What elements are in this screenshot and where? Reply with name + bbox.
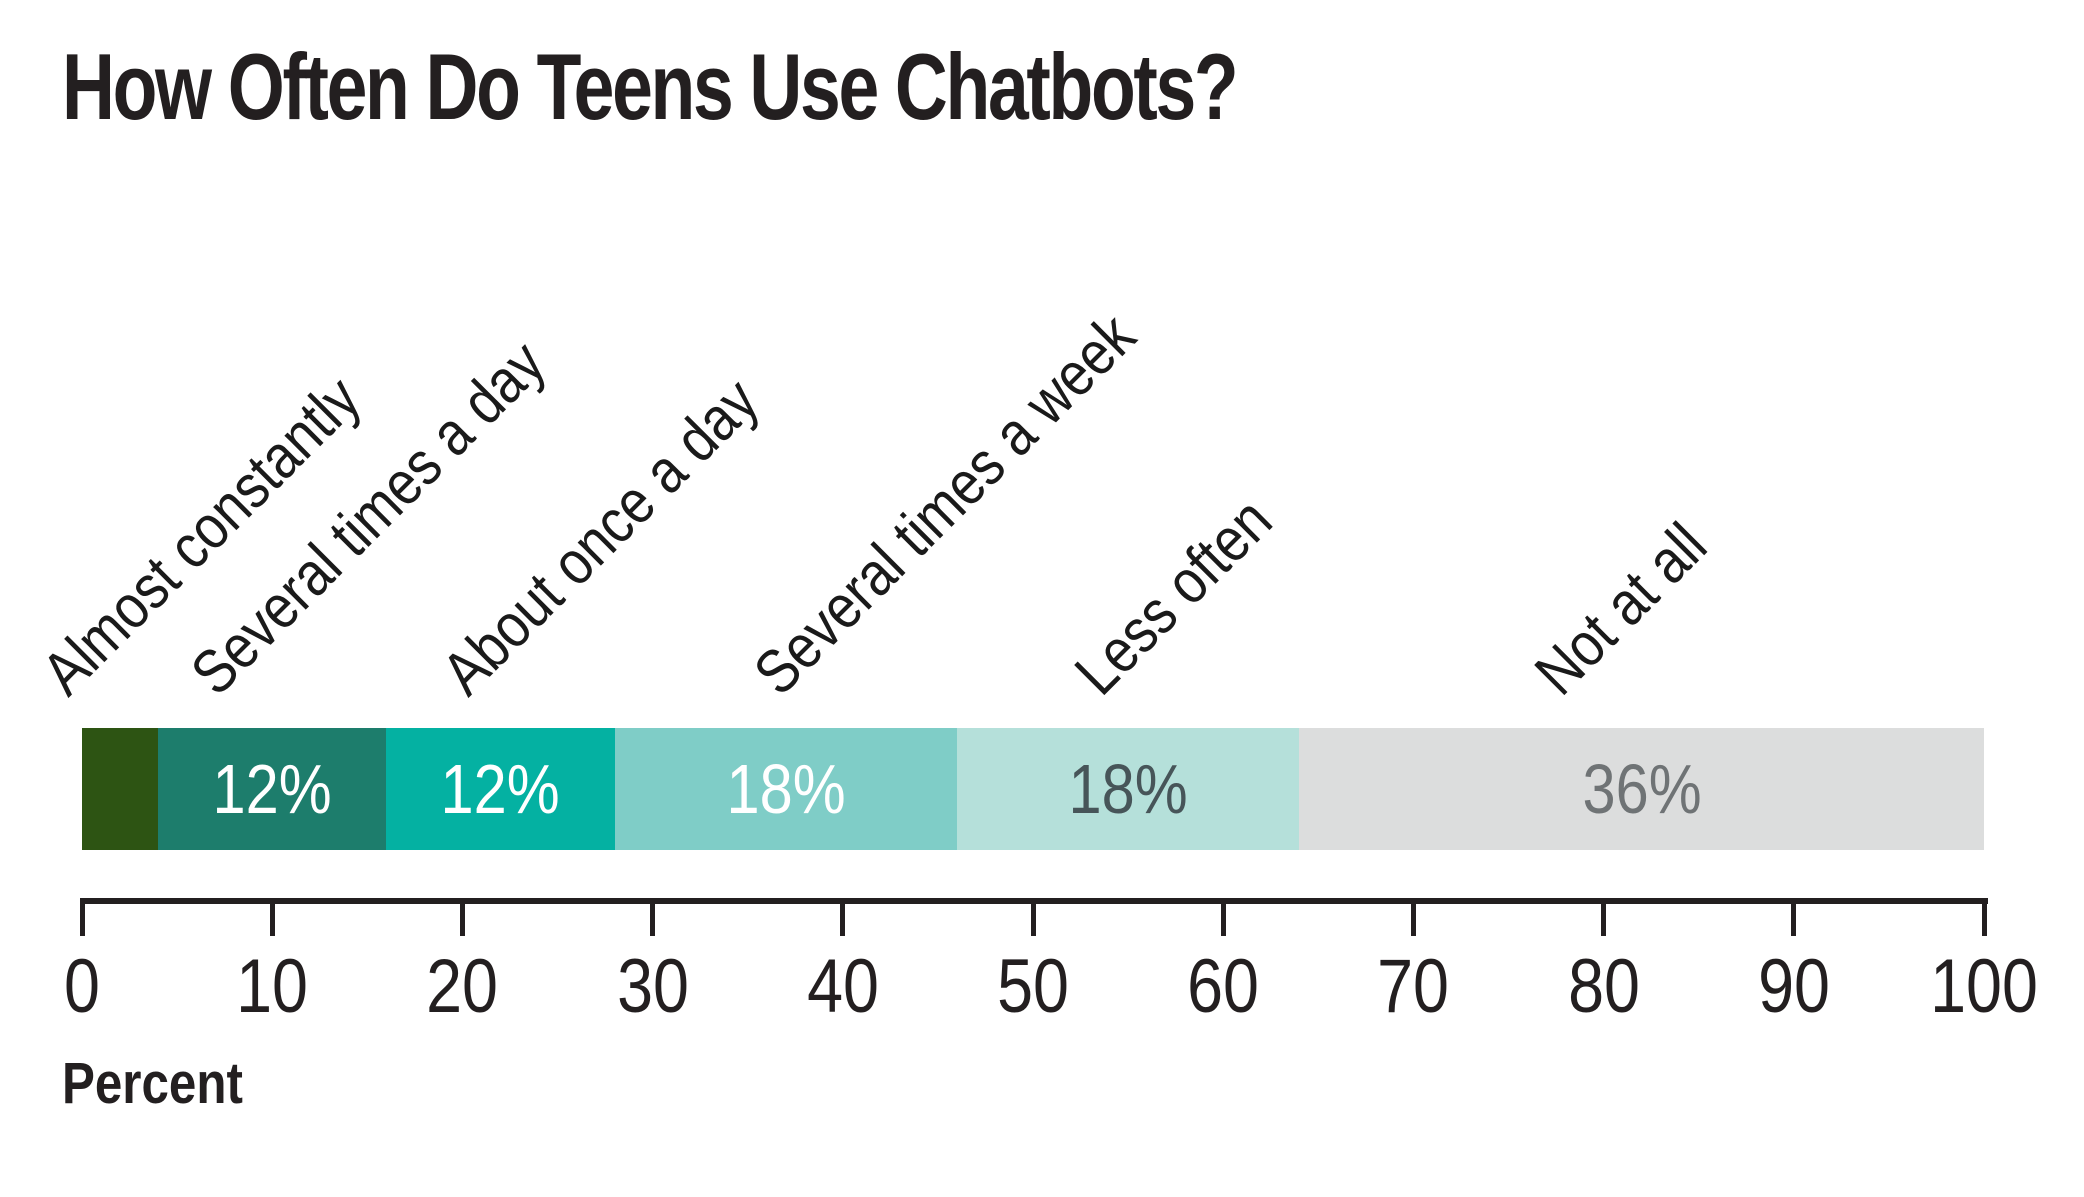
segment-value-label: 12%	[212, 750, 332, 828]
x-axis-tick-label: 30	[616, 944, 689, 1029]
x-axis-tick	[1030, 898, 1036, 936]
x-axis-tick	[1410, 898, 1416, 936]
segment-value-label: 18%	[1068, 750, 1188, 828]
bar-segment-about-once-a-day: 12%	[386, 728, 615, 850]
x-axis-tick	[650, 898, 656, 936]
x-axis-tick-label: 100	[1930, 944, 2038, 1029]
segment-value-label: 36%	[1582, 750, 1702, 828]
bar-segment-several-times-a-week: 18%	[614, 728, 957, 850]
bar-segment-almost-constantly	[82, 728, 159, 850]
bar-segment-several-times-a-day: 12%	[158, 728, 387, 850]
x-axis-tick-label: 60	[1187, 944, 1260, 1029]
x-axis-tick-label: 40	[806, 944, 879, 1029]
x-axis-tick	[1601, 898, 1607, 936]
x-axis-tick-label: 20	[426, 944, 499, 1029]
segment-value-label: 18%	[726, 750, 846, 828]
x-axis-tick	[269, 898, 275, 936]
x-axis-tick	[840, 898, 846, 936]
x-axis-tick	[459, 898, 465, 936]
x-axis-tick	[1220, 898, 1226, 936]
x-axis-tick	[79, 898, 85, 936]
x-axis-tick	[1981, 898, 1987, 936]
x-axis-tick-label: 10	[236, 944, 309, 1029]
chart-title: How Often Do Teens Use Chatbots?	[62, 34, 1239, 139]
x-axis-tick-label: 80	[1567, 944, 1640, 1029]
category-label-not-at-all: Not at all	[1522, 510, 1721, 709]
x-axis-title: Percent	[62, 1051, 243, 1116]
x-axis-tick	[1791, 898, 1797, 936]
category-label-less-often: Less often	[1062, 485, 1286, 709]
bar-segment-not-at-all: 36%	[1299, 728, 1984, 850]
x-axis-tick-label: 0	[64, 944, 100, 1029]
x-axis-tick-label: 70	[1377, 944, 1450, 1029]
x-axis-tick-label: 50	[997, 944, 1069, 1029]
bar-segment-less-often: 18%	[956, 728, 1300, 850]
stacked-bar: 12% 12% 18% 18% 36%	[82, 728, 1984, 850]
segment-value-label: 12%	[440, 750, 560, 828]
x-axis-tick-label: 90	[1757, 944, 1830, 1029]
